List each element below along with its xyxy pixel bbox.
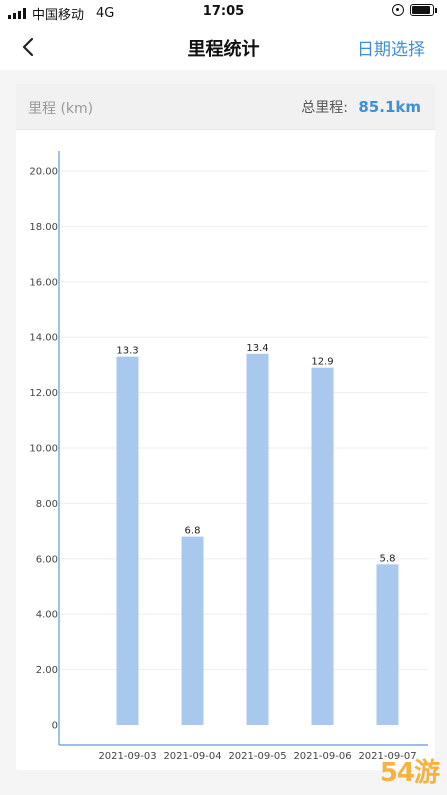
status-right — [392, 4, 437, 16]
y-tick-label: 10.00 — [29, 444, 58, 455]
total-value: 85.1km — [358, 98, 421, 116]
watermark-logo: 54游 — [379, 758, 440, 788]
bar — [246, 353, 269, 725]
orientation-lock-icon — [392, 4, 404, 16]
x-tick-label: 2021-09-06 — [293, 751, 351, 762]
y-tick-label: 18.00 — [29, 222, 58, 233]
network-type: 4G — [96, 6, 115, 21]
x-tick-label: 2021-09-04 — [163, 751, 221, 762]
bar-value-label: 6.8 — [185, 526, 201, 537]
y-tick-label: 4.00 — [36, 610, 58, 621]
chevron-left-icon — [22, 37, 34, 57]
carrier-name: 中国移动 — [32, 8, 85, 23]
y-tick-label: 6.00 — [36, 554, 58, 565]
status-left: 中国移动 4G — [8, 4, 114, 23]
y-tick-label: 2.00 — [36, 665, 58, 676]
bar — [116, 356, 139, 725]
y-tick-label: 16.00 — [29, 277, 58, 288]
mileage-bar-chart: 0 2.00 4.00 6.00 8.00 10.00 12.00 14.00 16.00 18.… — [29, 151, 428, 762]
card-header: 里程 (km) 总里程: 85.1km — [16, 84, 435, 130]
x-tick-label: 2021-09-03 — [98, 751, 156, 762]
unit-label: 里程 (km) — [28, 101, 94, 117]
x-tick-label: 2021-09-05 — [228, 751, 286, 762]
bar — [376, 564, 399, 725]
y-tick-label: 0 — [52, 721, 58, 732]
mileage-card: 里程 (km) 总里程: 85.1km 0 2.00 4.00 6.00 8.00 10.… — [16, 84, 435, 770]
bar — [181, 536, 204, 725]
bar-value-label: 12.9 — [311, 357, 333, 368]
nav-bar: 里程统计 日期选择 — [0, 24, 447, 70]
y-tick-label: 14.00 — [29, 333, 58, 344]
back-button[interactable] — [14, 32, 44, 62]
battery-icon — [410, 4, 434, 16]
status-time: 17:05 — [202, 4, 245, 19]
signal-icon — [8, 8, 26, 19]
bar-value-label: 13.3 — [116, 346, 138, 357]
y-tick-label: 20.00 — [29, 167, 58, 178]
y-tick-label: 12.00 — [29, 388, 58, 399]
date-select-button[interactable]: 日期选择 — [357, 40, 425, 60]
bar — [311, 367, 334, 725]
bar-value-label: 13.4 — [246, 343, 268, 354]
total-label: 总里程: — [301, 100, 348, 116]
total-mileage: 总里程: 85.1km — [301, 97, 421, 117]
y-tick-label: 8.00 — [36, 499, 58, 510]
bar-value-label: 5.8 — [380, 553, 396, 564]
page-title: 里程统计 — [187, 39, 260, 60]
x-tick-label: 2021-09-07 — [358, 751, 416, 762]
status-bar: 中国移动 4G 17:05 — [0, 0, 447, 24]
battery-tip — [435, 7, 437, 13]
